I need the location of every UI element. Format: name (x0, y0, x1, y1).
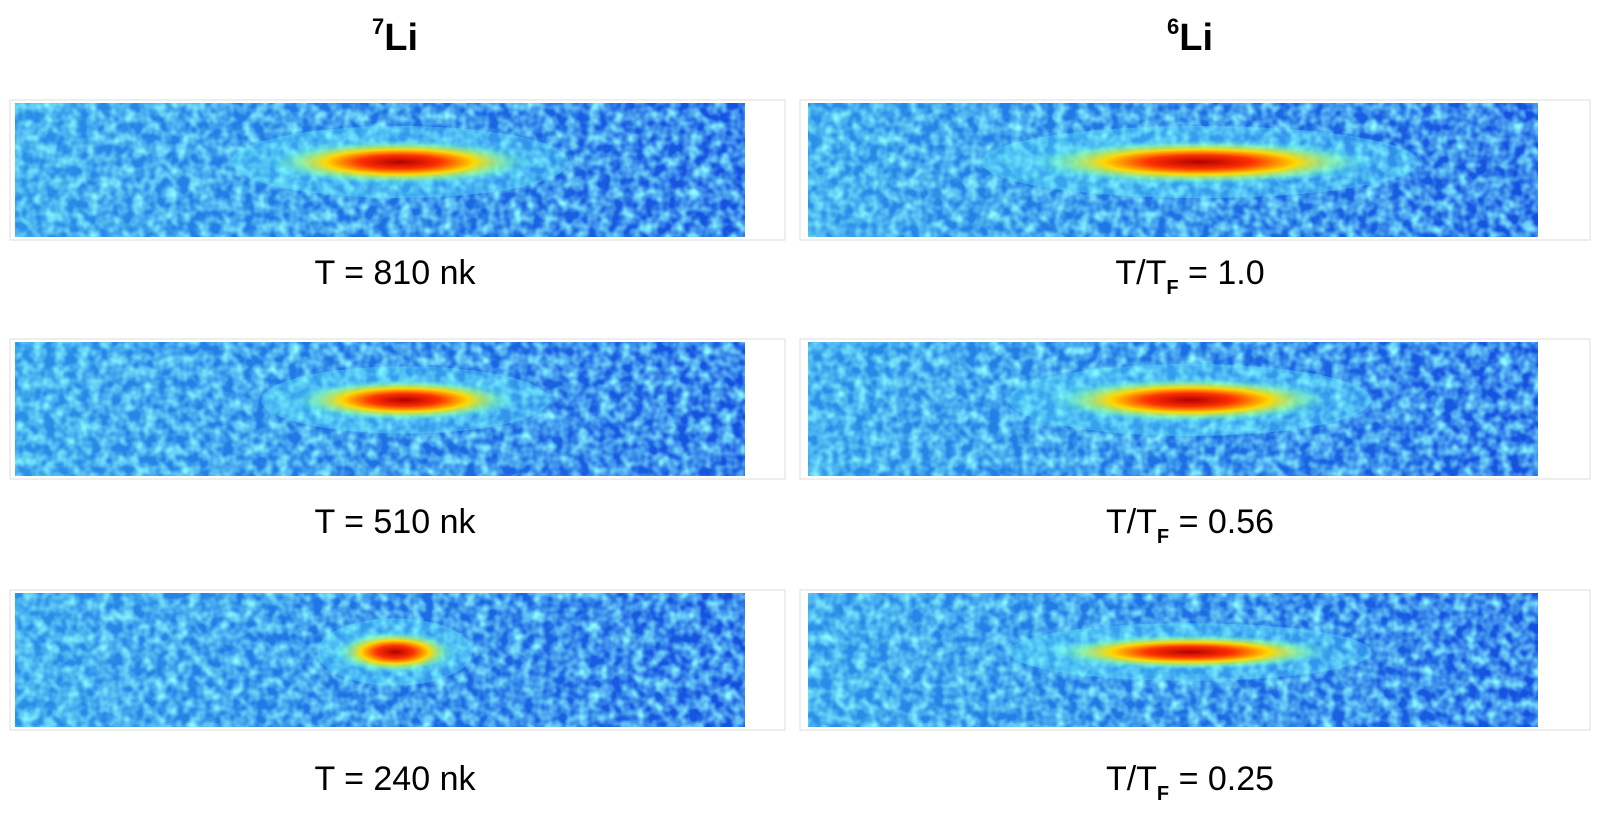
label-subscript: F (1166, 277, 1178, 299)
label-prefix: T/T (1106, 760, 1157, 798)
label-subscript: F (1157, 526, 1169, 548)
column-header: 6Li (1167, 14, 1213, 59)
element-symbol: Li (384, 17, 418, 59)
label-suffix: = 0.56 (1169, 503, 1274, 541)
label-prefix: T/T (1115, 254, 1166, 292)
image-label: T/TF = 0.25 (1106, 760, 1274, 805)
image-label: T/TF = 1.0 (1115, 254, 1264, 299)
panels (9, 99, 1591, 731)
atom-cloud (1045, 634, 1335, 670)
column-header: 7Li (372, 14, 418, 59)
atom-cloud (333, 631, 457, 673)
element-symbol: Li (1179, 17, 1213, 59)
atom-cloud (290, 379, 520, 421)
image-label: T/TF = 0.56 (1106, 503, 1274, 548)
atom-cloud (1045, 377, 1335, 423)
label-suffix: = 0.25 (1169, 760, 1274, 798)
atom-cloud (1025, 139, 1375, 185)
image-label: T = 810 nk (315, 254, 477, 292)
label-suffix: = 1.0 (1179, 254, 1265, 292)
image-label: T = 240 nk (315, 760, 477, 798)
mass-number: 7 (372, 14, 384, 39)
label-prefix: T/T (1106, 503, 1157, 541)
mass-number: 6 (1167, 14, 1179, 39)
image-label: T = 510 nk (315, 503, 477, 541)
atom-cloud (265, 139, 535, 185)
label-subscript: F (1157, 783, 1169, 805)
